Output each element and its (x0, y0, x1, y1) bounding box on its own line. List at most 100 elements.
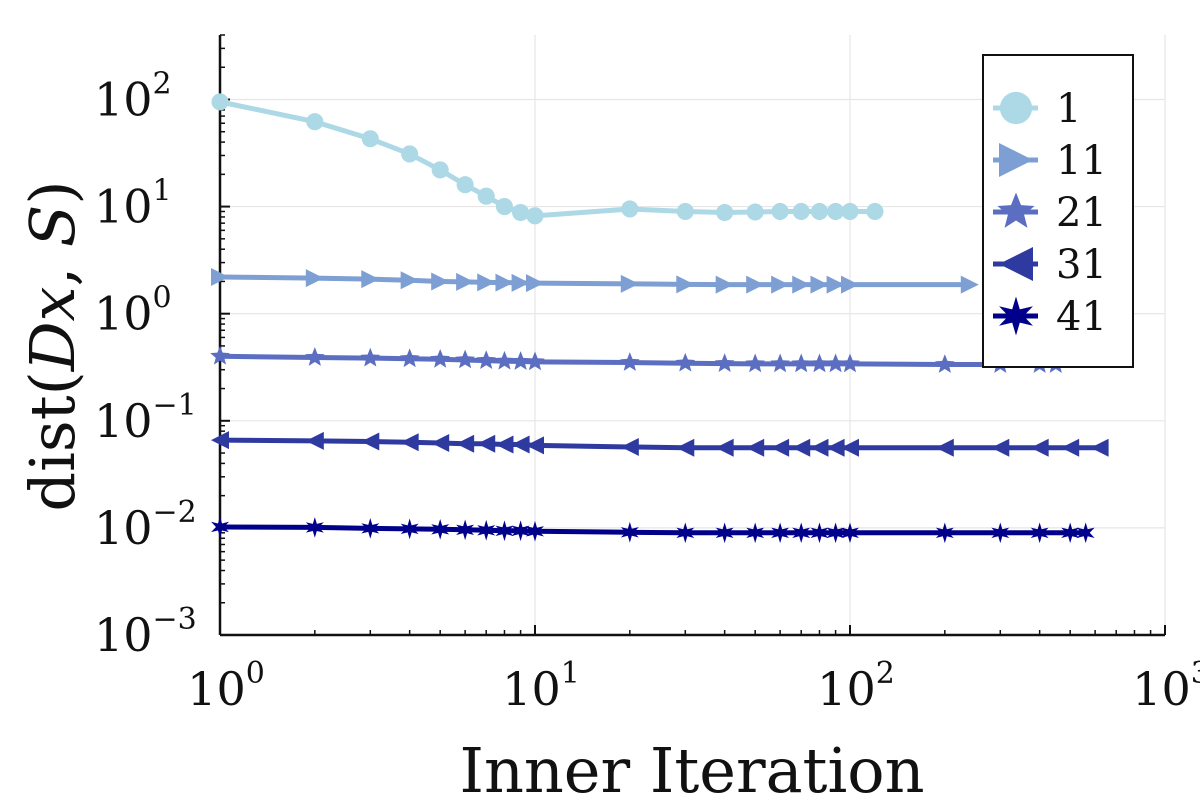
data-point (456, 434, 475, 453)
data-point (792, 202, 810, 221)
data-point (455, 349, 475, 369)
data-point (211, 516, 229, 538)
data-point (210, 345, 230, 365)
data-point (771, 202, 789, 221)
data-point (526, 520, 544, 542)
data-point (431, 518, 450, 540)
data-point (430, 348, 451, 368)
data-point (841, 522, 859, 544)
data-point (840, 353, 860, 373)
data-point (715, 275, 734, 294)
data-point (746, 203, 764, 221)
data-point (512, 203, 530, 222)
data-point (361, 518, 380, 539)
legend-marker-21 (997, 192, 1035, 228)
data-point (810, 202, 829, 221)
data-point (477, 273, 496, 292)
series-31 (211, 431, 1109, 457)
data-point (619, 352, 640, 371)
data-point (456, 272, 475, 291)
data-point (400, 433, 419, 452)
series-41 (211, 516, 1095, 544)
x-tick-label: 101 (502, 656, 580, 716)
data-point (431, 161, 449, 179)
data-point (770, 353, 790, 373)
series-21 (210, 345, 1066, 373)
data-point (676, 438, 695, 457)
data-point (841, 275, 859, 294)
data-point (826, 438, 845, 457)
data-point (676, 522, 695, 544)
series-line-31 (217, 437, 1103, 451)
data-point (456, 176, 474, 194)
data-point (792, 438, 811, 457)
data-point (526, 274, 544, 293)
data-point (675, 352, 696, 372)
data-point (1030, 438, 1049, 457)
data-point (935, 522, 954, 544)
data-point (1030, 522, 1049, 544)
data-point (620, 521, 639, 543)
data-point (431, 272, 450, 291)
data-point (1090, 438, 1109, 457)
data-point (306, 113, 324, 131)
legend-label-31: 31 (1056, 242, 1107, 288)
data-point (841, 438, 859, 457)
data-point (935, 438, 954, 457)
data-point (399, 348, 420, 368)
data-point (715, 522, 734, 544)
data-point (401, 145, 419, 163)
data-point (476, 350, 497, 369)
data-point (494, 350, 515, 370)
data-point (495, 198, 514, 216)
data-point (991, 522, 1010, 544)
x-axis-title: Inner Iteration (459, 734, 924, 800)
y-tick-label: 10−3 (94, 602, 197, 662)
data-point (305, 431, 324, 450)
data-point (746, 438, 765, 457)
data-point (771, 275, 790, 294)
series-line-11 (217, 274, 973, 288)
data-point (745, 353, 766, 373)
data-point (792, 275, 811, 294)
data-point (792, 522, 811, 544)
data-point (827, 202, 845, 221)
data-point (400, 518, 419, 540)
data-point (431, 434, 450, 453)
data-point (746, 275, 765, 294)
data-point (1076, 522, 1095, 544)
data-point (305, 269, 324, 288)
series-1 (211, 93, 884, 225)
data-point (771, 522, 790, 544)
data-point (791, 353, 812, 373)
data-point (400, 271, 419, 290)
legend-label-21: 21 (1056, 190, 1107, 236)
data-point (620, 274, 639, 293)
data-point (825, 353, 846, 373)
data-point (304, 347, 325, 366)
data-point (866, 202, 884, 221)
axes: 100 101 102 103 10−3 10−2 10−1 100 101 102 (94, 34, 1200, 716)
data-point (810, 275, 829, 294)
data-point (621, 200, 639, 218)
data-point (477, 187, 495, 205)
data-point (934, 354, 955, 373)
data-point (746, 522, 765, 544)
data-point (495, 435, 514, 454)
data-point (211, 431, 229, 450)
data-point (495, 273, 514, 292)
data-point (960, 275, 979, 294)
data-point (1061, 438, 1080, 457)
y-axis-title: dist(Dx, S) (16, 180, 89, 511)
data-point (525, 351, 545, 371)
y-tick-label: 102 (94, 66, 172, 126)
data-point (826, 275, 845, 294)
data-point (477, 519, 496, 541)
data-point (676, 202, 694, 221)
data-point (511, 520, 530, 542)
data-point (991, 438, 1010, 457)
data-point (526, 207, 544, 225)
legend-marker-41 (999, 296, 1033, 336)
data-point (305, 517, 324, 538)
